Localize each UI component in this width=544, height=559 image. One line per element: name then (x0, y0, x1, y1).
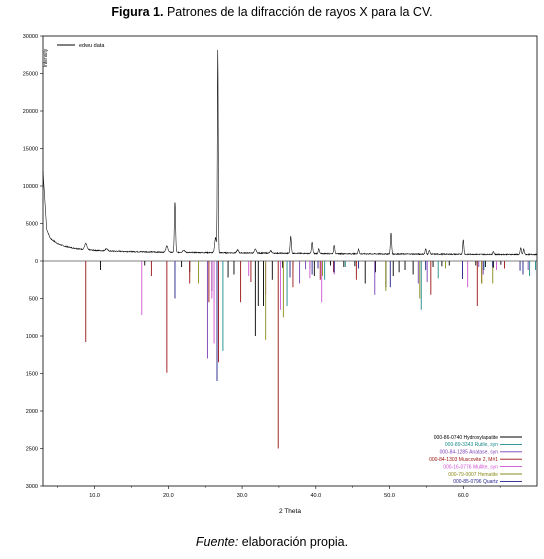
reference-series (198, 261, 494, 340)
upper-y-tick-label: 10000 (23, 184, 38, 190)
upper-y-tick-label: 30000 (23, 34, 38, 40)
x-tick-label: 20.0 (163, 493, 174, 499)
upper-y-tick-label: 20000 (23, 109, 38, 115)
lower-y-tick-label: 1000 (26, 334, 38, 340)
upper-y-tick-label: 15000 (23, 147, 38, 153)
figure-title-number: Figura 1. (111, 5, 164, 19)
lower-y-tick-label: 1500 (26, 372, 38, 378)
lower-y-tick-label: 500 (29, 297, 38, 303)
legend-label-reference: 000-16-0776 Mullite, syn (443, 464, 498, 470)
reference-patterns-panel (85, 261, 536, 449)
legend-label-reference: 000-85-0796 Quartz (453, 479, 498, 485)
legend-label-reference: 000-84-1285 Anatase, syn (440, 450, 499, 456)
x-axis-label: 2 Theta (279, 508, 301, 515)
x-tick-label: 60.0 (458, 493, 469, 499)
reference-series (222, 261, 536, 351)
upper-y-tick-label: 0 (35, 259, 38, 265)
reference-series (174, 261, 524, 381)
measured-pattern-panel (42, 49, 538, 257)
x-tick-label: 30.0 (237, 493, 248, 499)
legend-label-reference: 000-89-3343 Rutile, syn (445, 442, 498, 448)
reference-series (100, 261, 502, 336)
axes: 0 5000 10000 15000 20000 25000 30000 500 1000 150… (23, 34, 501, 515)
y-axis-label: Intensity (43, 48, 49, 67)
measured-pattern-line (42, 49, 538, 257)
x-tick-label: 40.0 (310, 493, 321, 499)
lower-y-tick-label: 2500 (26, 447, 38, 453)
lower-y-tick-label: 3000 (26, 484, 38, 490)
figure-source: Fuente: elaboración propia. (0, 535, 544, 549)
figure-title-text: Patrones de la difracción de rayos X par… (163, 5, 433, 19)
legend-label-reference: 000-79-0007 Hematite (448, 472, 498, 478)
legend-label-reference: 000-84-1303 Muscovite 2, M#1 (429, 457, 498, 463)
x-tick-label: 10.0 (89, 493, 100, 499)
reference-series (206, 261, 529, 359)
upper-y-tick-label: 25000 (23, 72, 38, 78)
reference-series (85, 261, 506, 449)
legend-label-measured: edwu data (79, 43, 105, 49)
figure-source-label: Fuente: (195, 535, 239, 549)
x-tick-label: 50.0 (384, 493, 395, 499)
legend-label-reference: 000-86-0740 Hydroxylapatite (434, 435, 498, 441)
figure-title: Figura 1. Patrones de la difracción de r… (0, 5, 544, 19)
upper-y-tick-label: 5000 (26, 222, 38, 228)
figure-source-text: elaboración propia. (238, 535, 349, 549)
reference-series (141, 261, 497, 344)
lower-y-tick-label: 2000 (26, 409, 38, 415)
